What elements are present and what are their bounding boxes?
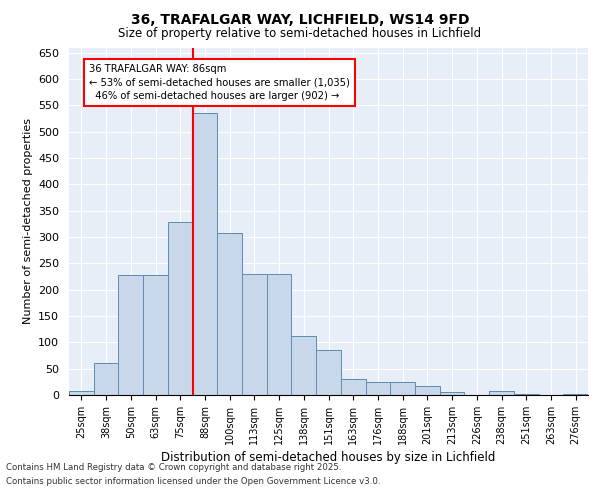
Bar	[267, 274, 292, 395]
Bar	[217, 233, 242, 395]
Text: Size of property relative to semi-detached houses in Lichfield: Size of property relative to semi-detach…	[118, 28, 482, 40]
Bar	[514, 394, 539, 395]
Bar	[292, 336, 316, 395]
Bar	[94, 364, 118, 395]
Bar	[316, 350, 341, 395]
Bar	[143, 275, 168, 395]
Bar	[365, 382, 390, 395]
Text: Contains HM Land Registry data © Crown copyright and database right 2025.: Contains HM Land Registry data © Crown c…	[6, 462, 341, 471]
Bar	[341, 379, 365, 395]
Bar	[118, 275, 143, 395]
Bar	[489, 391, 514, 395]
Bar	[440, 392, 464, 395]
Text: 36 TRAFALGAR WAY: 86sqm
← 53% of semi-detached houses are smaller (1,035)
  46% : 36 TRAFALGAR WAY: 86sqm ← 53% of semi-de…	[89, 64, 350, 100]
Bar	[415, 386, 440, 395]
Y-axis label: Number of semi-detached properties: Number of semi-detached properties	[23, 118, 32, 324]
Text: Contains public sector information licensed under the Open Government Licence v3: Contains public sector information licen…	[6, 478, 380, 486]
Bar	[69, 391, 94, 395]
Bar	[193, 114, 217, 395]
Text: 36, TRAFALGAR WAY, LICHFIELD, WS14 9FD: 36, TRAFALGAR WAY, LICHFIELD, WS14 9FD	[131, 12, 469, 26]
Bar	[563, 394, 588, 395]
Bar	[390, 382, 415, 395]
X-axis label: Distribution of semi-detached houses by size in Lichfield: Distribution of semi-detached houses by …	[161, 451, 496, 464]
Bar	[242, 274, 267, 395]
Bar	[168, 222, 193, 395]
